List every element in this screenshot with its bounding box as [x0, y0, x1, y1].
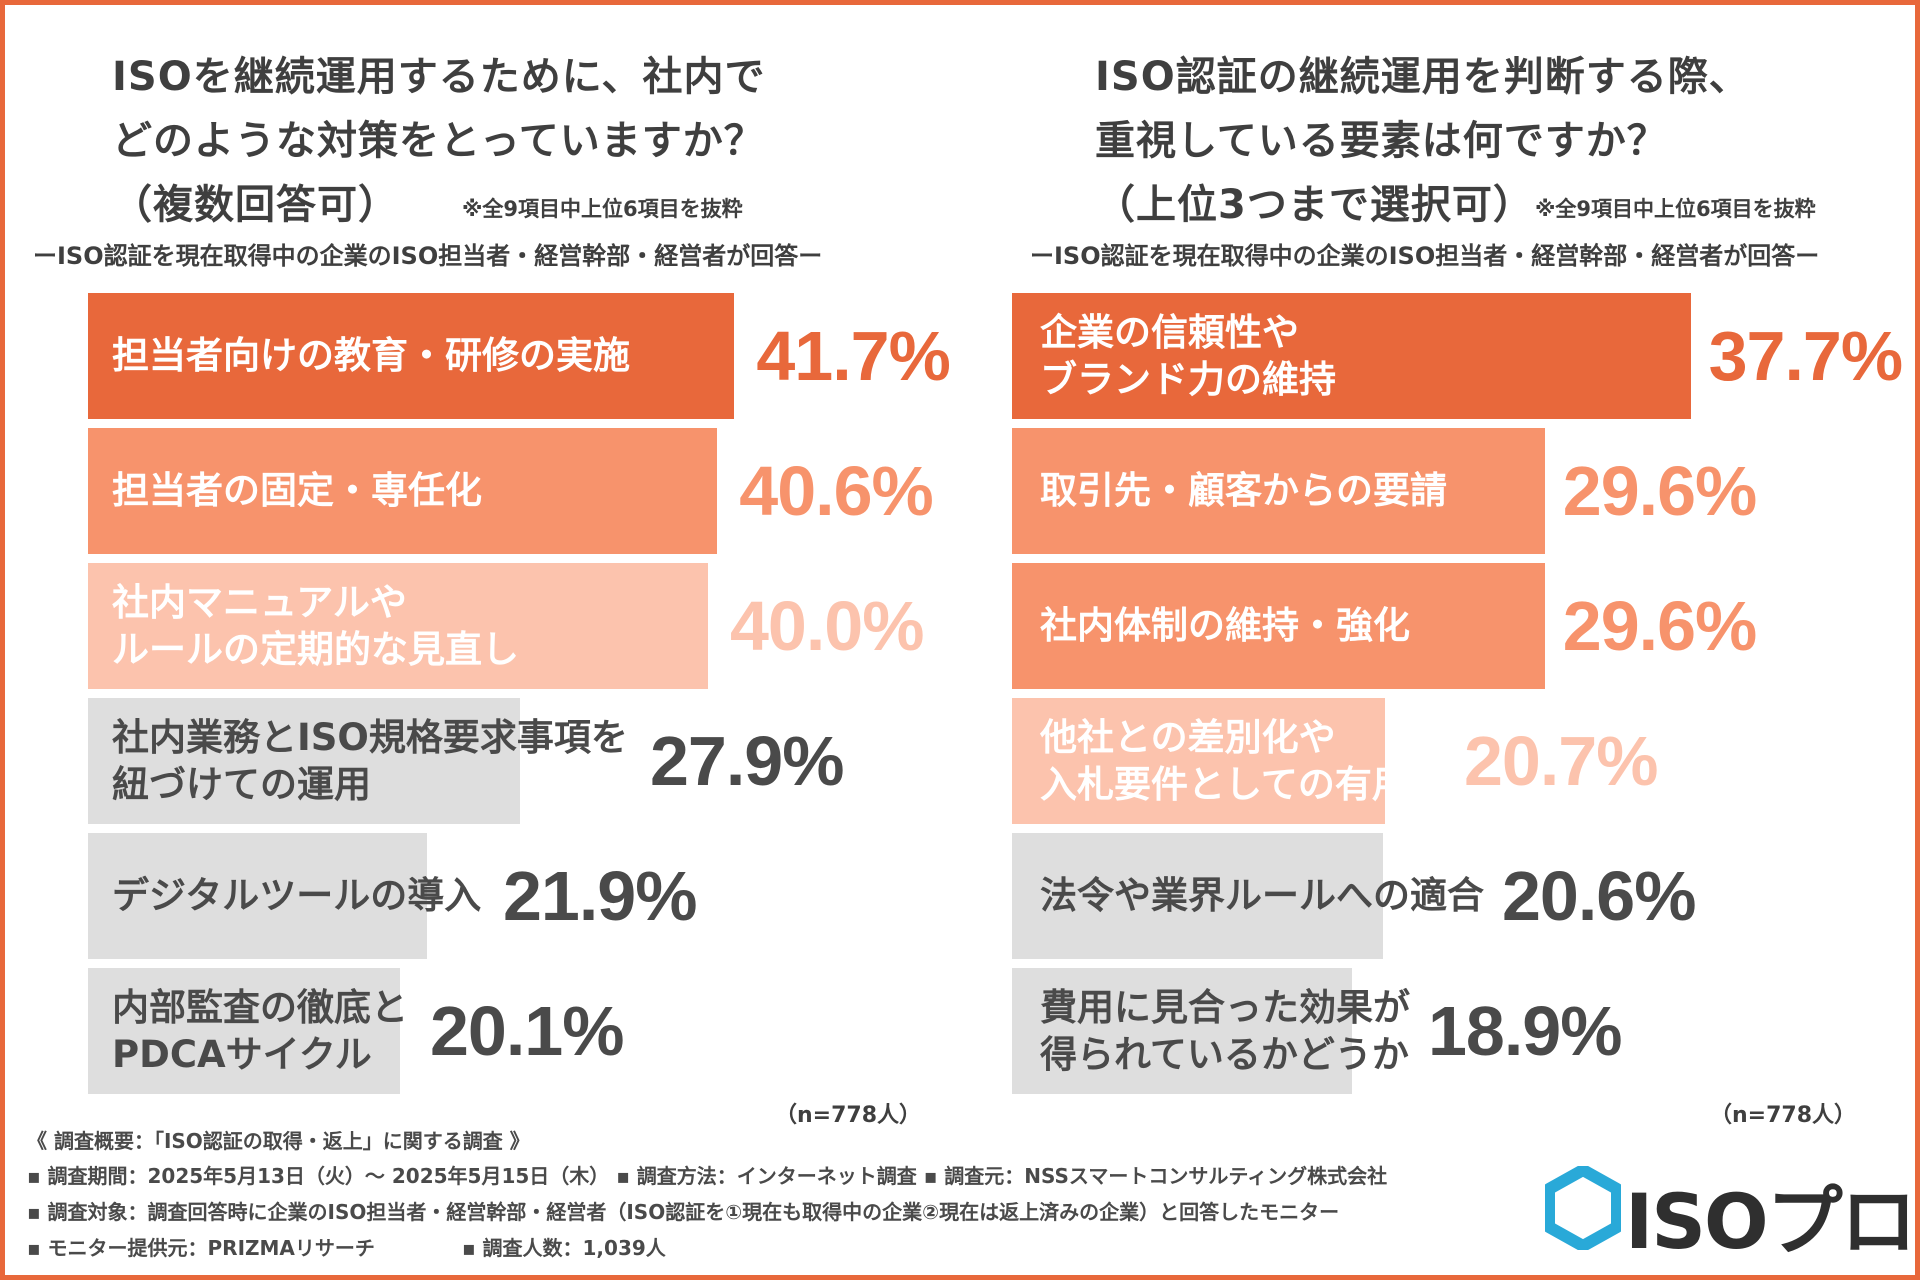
right-bar-value-6: 18.9%	[1428, 992, 1622, 1070]
right-bar-label-6-line-1: 費用に見合った効果が	[1040, 985, 1410, 1029]
left-bar-label-6-line-1: 内部監査の徹底と	[112, 985, 408, 1029]
left-bar-label-3: 社内マニュアルや ルールの定期的な見直し	[112, 579, 519, 674]
right-bar-label-5: 法令や業界ルールへの適合	[1040, 872, 1484, 919]
left-bar-label-1-line-1: 担当者向けの教育・研修の実施	[112, 334, 630, 378]
right-title-line-1: ISO認証の継続運用を判断する際、	[1095, 54, 1750, 100]
left-title-line-1: ISOを継続運用するために、社内で	[112, 54, 766, 100]
left-subtitle: ーISO認証を現在取得中の企業のISO担当者・経営幹部・経営者が回答ー	[33, 242, 823, 270]
left-bar-3	[88, 563, 708, 689]
left-bar-label-2-line-1: 担当者の固定・専任化	[112, 469, 482, 513]
right-bar-label-4-line-1: 他社との差別化や	[1040, 715, 1336, 759]
right-bar-label-3: 社内体制の維持・強化	[1040, 602, 1410, 649]
right-bar-4	[1012, 698, 1385, 824]
hexagon-logo-icon	[1545, 1166, 1621, 1250]
left-bar-label-1: 担当者向けの教育・研修の実施	[112, 332, 630, 379]
left-bar-value-2: 40.6%	[739, 452, 933, 530]
right-bar-label-4-line-2: 入札要件としての有用性	[1040, 762, 1446, 806]
right-title-paren: （上位3つまで選択可）	[1095, 182, 1534, 228]
footer-line-3b: ▪ 調査人数：1,039人	[462, 1236, 666, 1260]
left-bar-label-5: デジタルツールの導入	[112, 872, 481, 919]
footer-line-3a: ▪ モニター提供元：PRIZMAリサーチ	[27, 1236, 375, 1260]
right-bar-label-4: 他社との差別化や 入札要件としての有用性	[1040, 714, 1446, 809]
right-bar-label-1: 企業の信頼性や ブランド力の維持	[1040, 309, 1336, 404]
left-bar-label-4-line-2: 紐づけての運用	[112, 762, 371, 806]
right-bar-label-3-line-1: 社内体制の維持・強化	[1040, 604, 1410, 648]
left-bar-label-4: 社内業務とISO規格要求事項を 紐づけての運用	[112, 714, 628, 809]
right-bar-1	[1012, 293, 1691, 419]
left-title-paren: （複数回答可）	[112, 182, 399, 228]
footer-heading: 《 調査概要：「ISO認証の取得・返上」に関する調査 》	[27, 1129, 530, 1153]
left-bar-label-3-line-2: ルールの定期的な見直し	[112, 627, 519, 671]
left-bar-value-6: 20.1%	[430, 992, 624, 1070]
left-bar-5	[88, 833, 428, 959]
right-bar-label-6: 費用に見合った効果が 得られているかどうか	[1040, 984, 1410, 1079]
right-bar-label-6-line-2: 得られているかどうか	[1040, 1032, 1409, 1076]
left-bar-4	[88, 698, 521, 824]
right-bar-label-2-line-1: 取引先・顧客からの要請	[1040, 469, 1447, 513]
left-bar-label-4-line-1: 社内業務とISO規格要求事項を	[112, 715, 628, 759]
left-bar-label-5-line-1: デジタルツールの導入	[112, 874, 482, 918]
left-bar-value-5: 21.9%	[503, 857, 697, 935]
right-note: ※全9項目中上位6項目を抜粋	[1535, 197, 1816, 221]
right-bar-label-1-line-1: 企業の信頼性や	[1040, 310, 1299, 354]
footer-line-1: ▪ 調査期間：2025年5月13日（火）～ 2025年5月15日（木） ▪ 調査…	[27, 1164, 1388, 1188]
left-note: ※全9項目中上位6項目を抜粋	[462, 197, 743, 221]
left-bar-value-3: 40.0%	[730, 587, 924, 665]
left-bar-6	[88, 968, 400, 1094]
right-bar-5	[1012, 833, 1383, 959]
right-bar-value-5: 20.6%	[1502, 857, 1696, 935]
right-bar-2	[1012, 428, 1545, 554]
left-bar-label-6: 内部監査の徹底と PDCAサイクル	[112, 984, 408, 1079]
left-bar-label-6-line-2: PDCAサイクル	[112, 1032, 372, 1076]
left-title-line-2: どのような対策をとっていますか？	[112, 118, 765, 164]
left-sample-size: （n=778人）	[775, 1103, 922, 1128]
left-bar-label-3-line-1: 社内マニュアルや	[112, 580, 407, 624]
right-title-line-2: 重視している要素は何ですか？	[1095, 118, 1668, 164]
footer-line-2: ▪ 調査対象：調査回答時に企業のISO担当者・経営幹部・経営者（ISO認証を①現…	[27, 1200, 1340, 1224]
right-bar-value-1: 37.7%	[1708, 317, 1903, 395]
right-bar-value-3: 29.6%	[1562, 587, 1757, 665]
right-bar-value-2: 29.6%	[1562, 452, 1757, 530]
right-subtitle: ーISO認証を現在取得中の企業のISO担当者・経営幹部・経営者が回答ー	[1030, 242, 1820, 270]
right-bar-6	[1012, 968, 1353, 1094]
right-bar-label-1-line-2: ブランド力の維持	[1040, 357, 1336, 401]
right-bar-value-4: 20.7%	[1464, 722, 1658, 800]
right-sample-size: （n=778人）	[1710, 1103, 1857, 1128]
left-bar-label-2: 担当者の固定・専任化	[112, 467, 482, 514]
right-bar-3	[1012, 563, 1545, 689]
right-bar-label-2: 取引先・顧客からの要請	[1040, 467, 1447, 514]
left-bar-1	[88, 293, 735, 419]
left-bar-value-1: 41.7%	[756, 317, 950, 395]
right-bar-label-5-line-1: 法令や業界ルールへの適合	[1040, 874, 1484, 918]
logo-text: ISOプロ	[1625, 1177, 1917, 1266]
left-bar-2	[88, 428, 718, 554]
left-bar-value-4: 27.9%	[650, 722, 844, 800]
